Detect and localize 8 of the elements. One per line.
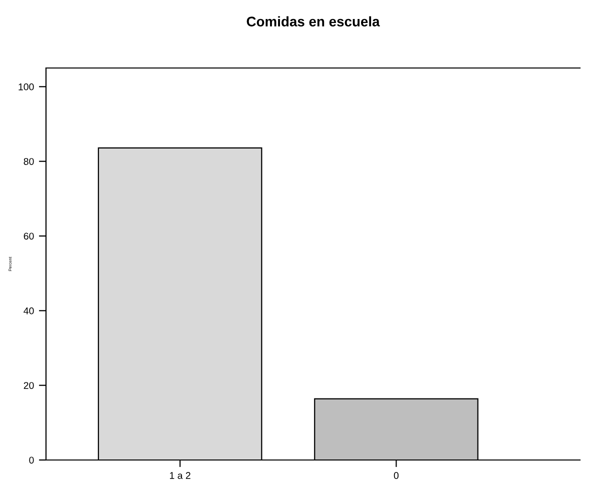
y-tick-label: 0	[29, 456, 34, 464]
x-tick-label: 1 a 2	[170, 472, 190, 479]
y-tick-label: 100	[18, 83, 34, 90]
y-tick-label: 40	[24, 307, 34, 314]
y-tick-label: 20	[24, 382, 34, 389]
chart-title: Comidas en escuela	[246, 16, 380, 26]
y-tick-label: 80	[24, 158, 34, 165]
y-tick-label: 60	[24, 232, 34, 240]
